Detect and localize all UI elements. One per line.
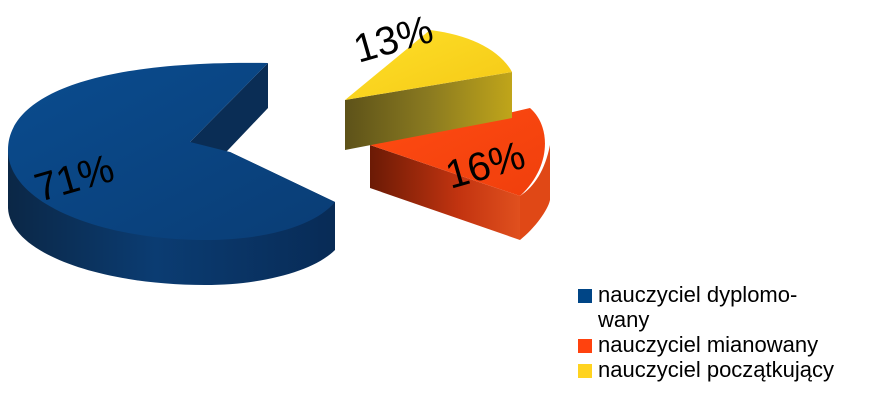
legend-item-poczatkujacy: nauczyciel początkujący bbox=[578, 357, 878, 382]
pie-slice-mianowany-side-right bbox=[520, 145, 550, 240]
legend-swatch-dyplomowany bbox=[578, 289, 592, 303]
legend-label-poczatkujacy: nauczyciel początkujący bbox=[598, 357, 835, 382]
legend-swatch-poczatkujacy bbox=[578, 364, 592, 378]
pie-slice-dyplomowany bbox=[8, 62, 335, 285]
pie-slice-mianowany bbox=[370, 108, 550, 240]
pie-slice-mianowany-top bbox=[370, 108, 545, 196]
pie-slice-poczatkujacy-side-front bbox=[345, 72, 512, 150]
pie-slice-poczatkujacy-top bbox=[345, 30, 512, 100]
pie-slice-poczatkujacy bbox=[345, 30, 512, 150]
legend: nauczyciel dyplomo- wany nauczyciel mian… bbox=[578, 282, 878, 382]
legend-label-dyplomowany-line2: wany bbox=[598, 307, 650, 332]
legend-item-dyplomowany: nauczyciel dyplomo- wany bbox=[578, 282, 878, 332]
legend-swatch-mianowany bbox=[578, 339, 592, 353]
pie-slice-dyplomowany-top bbox=[8, 62, 335, 240]
legend-item-mianowany: nauczyciel mianowany bbox=[578, 332, 878, 357]
legend-label-mianowany: nauczyciel mianowany bbox=[598, 332, 819, 357]
legend-label-dyplomowany-line1: nauczyciel dyplomo- bbox=[598, 282, 798, 307]
pie-slice-mianowany-side-front bbox=[370, 145, 520, 240]
